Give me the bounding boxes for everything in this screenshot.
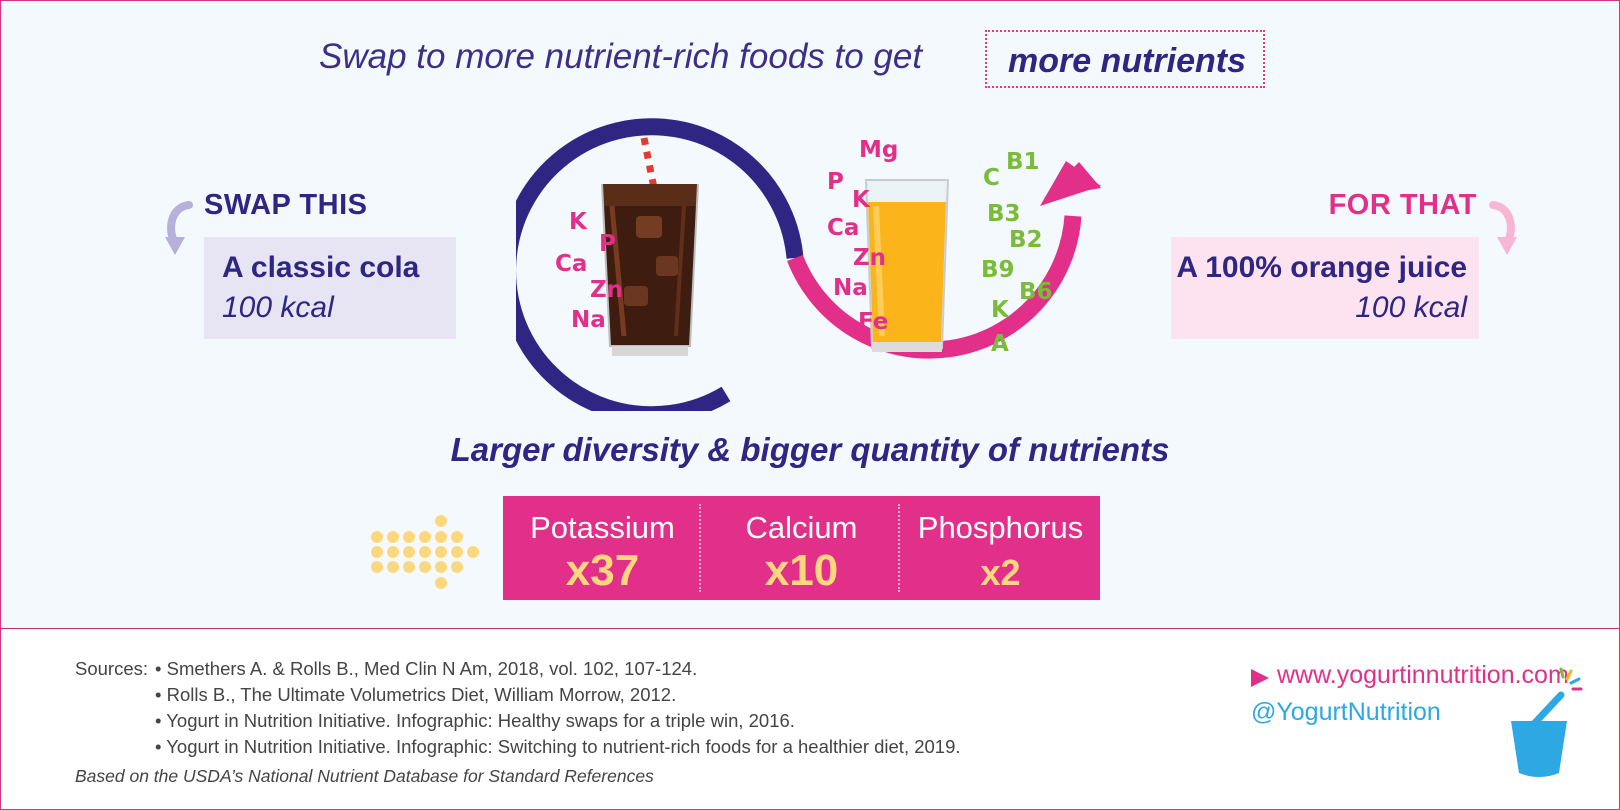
juice-vitamin: B9 (981, 257, 1015, 283)
cola-glass-icon (601, 137, 699, 356)
based-on-note: Based on the USDA’s National Nutrient Da… (75, 766, 654, 786)
divider (898, 504, 900, 592)
juice-vitamin: B2 (1009, 227, 1043, 253)
juice-vitamin: B3 (987, 201, 1021, 227)
dotted-arrow-icon (371, 515, 479, 589)
cola-kcal: 100 kcal (222, 291, 334, 324)
curl-arrow-right-icon (1489, 201, 1517, 255)
cola-nutrient: Ca (555, 251, 588, 277)
juice-nutrient: K (852, 187, 870, 213)
nutrient-name: Calcium (745, 510, 858, 545)
juice-nutrient: Mg (859, 137, 899, 163)
cola-name: A classic cola (222, 251, 420, 284)
juice-vitamin: C (983, 165, 1000, 191)
source-item: • Smethers A. & Rolls B., Med Clin N Am,… (155, 658, 698, 679)
cola-nutrient: P (599, 231, 616, 257)
play-arrow-icon (1251, 669, 1269, 687)
divider (699, 504, 701, 592)
cola-nutrient: Zn (590, 277, 624, 303)
comparison-phosphorus: Phosphorus x2 (901, 496, 1100, 600)
juice-nutrient: Fe (858, 309, 889, 335)
juice-arc (787, 215, 1082, 359)
source-item: • Yogurt in Nutrition Initiative. Infogr… (155, 710, 795, 731)
juice-vitamin: K (991, 297, 1009, 323)
for-that-title: FOR THAT (1328, 189, 1477, 221)
juice-vitamin: A (991, 331, 1009, 357)
nutrient-multiplier: x37 (565, 546, 640, 595)
sources-label: Sources: (75, 658, 149, 679)
orange-juice-card: A 100% orange juice 100 kcal (1171, 237, 1479, 339)
orange-juice-name: A 100% orange juice (1176, 251, 1467, 284)
cola-nutrient: Na (571, 307, 606, 333)
main-panel: Swap to more nutrient-rich foods to get … (1, 1, 1619, 629)
source-item: • Rolls B., The Ultimate Volumetrics Die… (155, 684, 677, 705)
juice-vitamin: B6 (1019, 279, 1053, 305)
orange-juice-glass-icon (864, 179, 950, 352)
orange-juice-kcal: 100 kcal (1355, 291, 1467, 324)
juice-vitamin: B1 (1006, 149, 1040, 175)
headline: Swap to more nutrient-rich foods to get (319, 37, 923, 76)
cola-nutrient: K (569, 209, 587, 235)
nutrient-multiplier: x2 (980, 552, 1021, 593)
highlight-box: more nutrients (985, 30, 1265, 88)
nutrient-comparison-bar: Potassium x37 Calcium x10 Phosphorus x2 (503, 496, 1100, 600)
sources-list: Sources: • Smethers A. & Rolls B., Med Cl… (75, 656, 961, 760)
juice-nutrient: Na (833, 275, 868, 301)
juice-nutrient: Zn (853, 245, 887, 271)
nutrient-name: Potassium (530, 510, 675, 545)
source-item: • Yogurt in Nutrition Initiative. Infogr… (155, 736, 961, 757)
highlight-text: more nutrients (1007, 42, 1247, 80)
juice-nutrient: P (827, 169, 844, 195)
nutrient-multiplier: x10 (764, 546, 839, 595)
juice-nutrient: Ca (827, 215, 860, 241)
swap-cycle-graphic (516, 118, 1101, 411)
cola-arc (516, 118, 804, 411)
nutrient-name: Phosphorus (917, 510, 1084, 545)
yogurt-cup-logo-icon (1511, 667, 1583, 777)
website-link[interactable]: www.yogurtinnutrition.com (1277, 661, 1569, 689)
subheading: Larger diversity & bigger quantity of nu… (450, 431, 1170, 468)
curl-arrow-left-icon (165, 201, 193, 255)
swap-this-title: SWAP THIS (204, 189, 368, 221)
comparison-calcium: Calcium x10 (702, 496, 901, 600)
social-handle[interactable]: @YogurtNutrition (1251, 698, 1441, 726)
comparison-potassium: Potassium x37 (503, 496, 702, 600)
cola-card: A classic cola 100 kcal (204, 237, 456, 339)
